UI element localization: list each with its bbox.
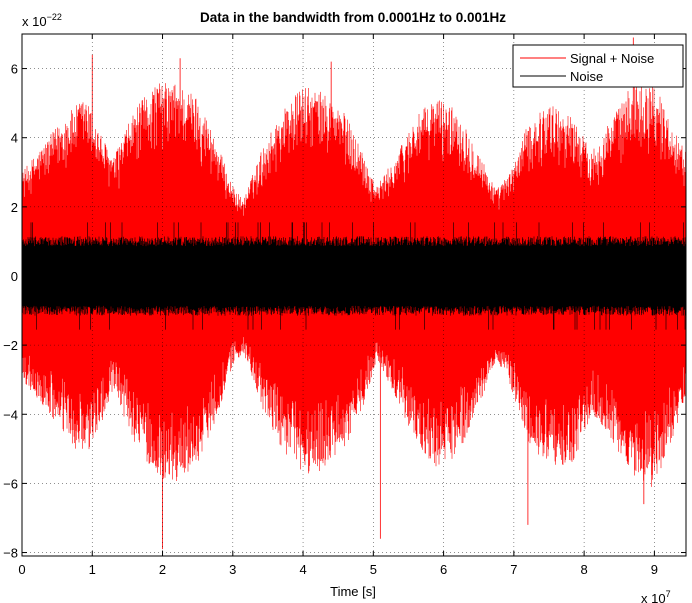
grid-lines [21, 34, 686, 556]
y-tick-label-6: 4 [11, 131, 18, 146]
y-tick-label-2: −4 [3, 407, 18, 422]
x-tick-label-5: 5 [370, 562, 377, 577]
legend-label-noise: Noise [570, 69, 603, 84]
y-tick-label-5: 2 [11, 200, 18, 215]
x-tick-label-9: 9 [651, 562, 658, 577]
y-tick-label-1: −6 [3, 476, 18, 491]
legend-label-signal-noise: Signal + Noise [570, 51, 654, 66]
axes-box [21, 33, 687, 557]
plot-area: 0 1 2 3 4 5 6 7 8 9 −8 −6 −4 −2 0 2 4 6 [3, 33, 687, 577]
y-axis-exponent: x 10−22 [22, 12, 62, 29]
x-tick-label-2: 2 [159, 562, 166, 577]
chart-title: Data in the bandwidth from 0.0001Hz to 0… [200, 10, 506, 25]
x-tick-label-4: 4 [299, 562, 306, 577]
y-tick-label-7: 6 [11, 62, 18, 77]
x-axis-exponent: x 107 [641, 589, 671, 603]
x-axis-label: Time [s] [330, 584, 376, 599]
x-tick-label-1: 1 [89, 562, 96, 577]
series-noise-trace [22, 222, 686, 330]
y-tick-label-3: −2 [3, 338, 18, 353]
x-tick-label-7: 7 [510, 562, 517, 577]
y-tick-label-0: −8 [3, 546, 18, 561]
x-tick-label-3: 3 [229, 562, 236, 577]
legend-box [512, 44, 684, 88]
y-tick-label-4: 0 [11, 269, 18, 284]
x-tick-label-6: 6 [440, 562, 447, 577]
data-traces [22, 37, 686, 550]
x-tick-label-8: 8 [580, 562, 587, 577]
x-tick-label-0: 0 [18, 562, 25, 577]
legend: Signal + Noise Noise [512, 44, 684, 88]
